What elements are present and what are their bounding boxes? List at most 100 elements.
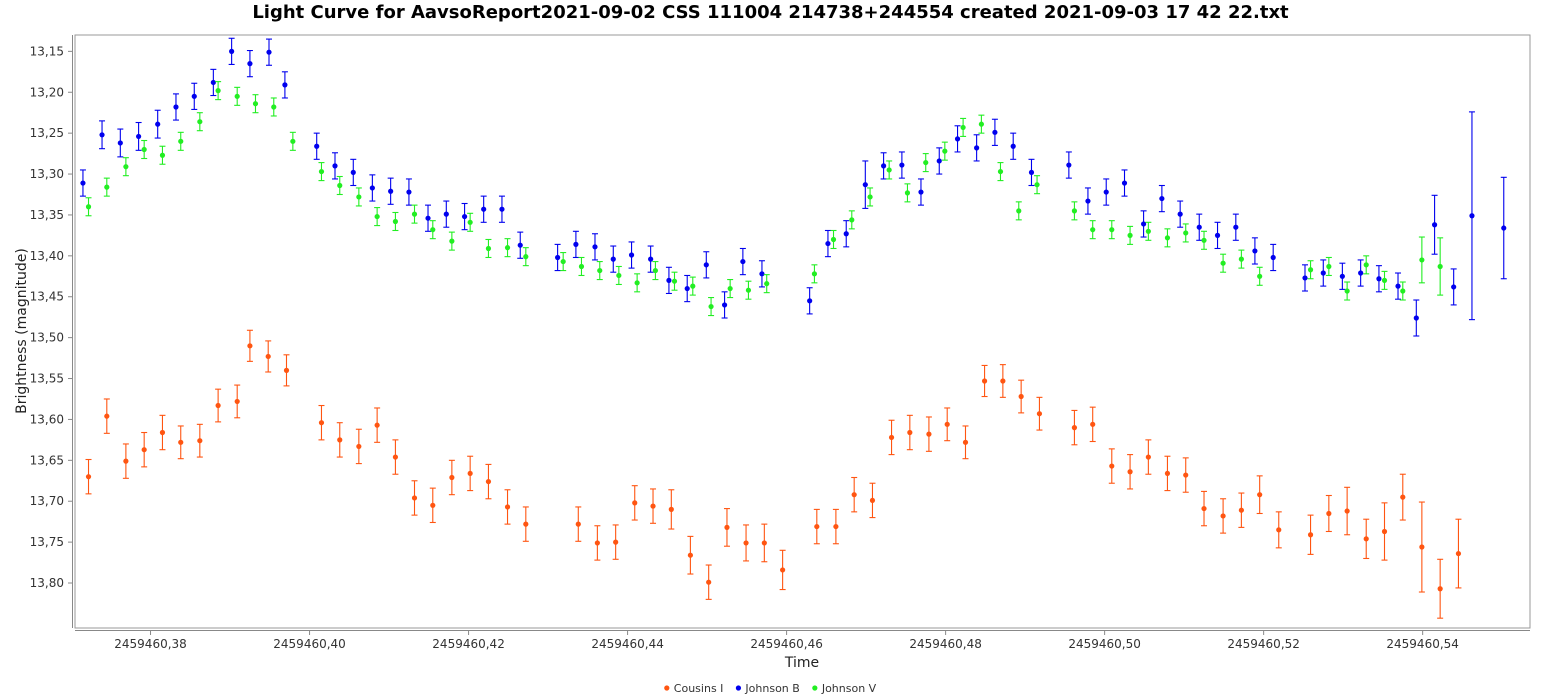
- data-point: [743, 524, 750, 562]
- data-marker: [247, 343, 253, 349]
- data-marker: [616, 272, 622, 279]
- data-marker: [1320, 270, 1326, 276]
- data-point: [745, 280, 752, 300]
- plot-area: [74, 34, 1531, 629]
- y-tick-label: 13,75: [30, 535, 64, 549]
- data-marker: [252, 101, 259, 107]
- data-marker: [814, 523, 820, 530]
- data-marker: [517, 242, 523, 248]
- y-tick-label: 13,20: [30, 85, 64, 99]
- data-point: [283, 354, 290, 387]
- data-point: [1232, 213, 1239, 241]
- data-point: [215, 388, 222, 423]
- data-point: [922, 153, 929, 173]
- data-point: [813, 508, 820, 545]
- y-tick-label: 13,60: [30, 412, 64, 426]
- data-marker: [724, 524, 730, 530]
- data-marker: [1455, 550, 1462, 557]
- data-point: [117, 128, 124, 158]
- data-marker: [761, 540, 767, 546]
- data-point: [374, 407, 381, 443]
- data-marker: [392, 454, 399, 460]
- data-point: [665, 266, 672, 295]
- data-point: [1431, 194, 1438, 255]
- data-point: [898, 151, 905, 179]
- data-marker: [1071, 208, 1078, 214]
- data-point: [1182, 457, 1189, 493]
- data-point: [634, 273, 641, 293]
- data-marker: [650, 503, 656, 509]
- data-point: [1145, 439, 1152, 475]
- data-marker: [1018, 393, 1024, 400]
- data-marker: [703, 262, 709, 268]
- x-tick-label: 2459460,38: [114, 637, 187, 651]
- data-point: [703, 251, 710, 279]
- data-marker: [1140, 221, 1147, 227]
- data-marker: [1238, 256, 1244, 262]
- data-marker: [706, 579, 712, 585]
- data-point: [1320, 259, 1327, 287]
- data-marker: [271, 104, 277, 110]
- data-marker: [1145, 454, 1151, 460]
- data-point: [1399, 281, 1406, 301]
- data-point: [1127, 454, 1134, 490]
- data-point: [369, 174, 376, 202]
- data-marker: [481, 206, 487, 212]
- data-marker: [197, 438, 203, 444]
- data-marker: [1419, 257, 1425, 263]
- data-point: [650, 488, 657, 524]
- data-marker: [745, 287, 752, 293]
- data-marker: [1164, 470, 1171, 477]
- data-marker: [406, 189, 412, 195]
- data-marker: [314, 143, 320, 149]
- data-point: [1325, 256, 1332, 277]
- data-point: [196, 423, 203, 458]
- data-marker: [215, 402, 221, 409]
- data-marker: [356, 443, 362, 450]
- data-marker: [687, 552, 693, 558]
- data-marker: [265, 353, 271, 360]
- data-point: [1357, 259, 1364, 287]
- data-marker: [1233, 224, 1239, 230]
- data-marker: [1358, 270, 1364, 276]
- data-marker: [648, 256, 654, 262]
- data-point: [1418, 236, 1425, 284]
- x-axis-label: Time: [784, 655, 819, 671]
- data-point: [888, 419, 895, 456]
- data-point: [85, 197, 92, 217]
- data-point: [594, 525, 601, 561]
- data-point: [1182, 223, 1189, 243]
- data-point: [191, 82, 198, 110]
- data-marker: [634, 280, 640, 286]
- x-tick-label: 2459460,46: [750, 637, 823, 651]
- data-point: [281, 71, 288, 99]
- data-marker: [449, 474, 455, 481]
- data-marker: [1183, 472, 1189, 478]
- data-point: [234, 86, 241, 106]
- data-point: [906, 414, 913, 451]
- data-marker: [374, 422, 380, 428]
- data-point: [936, 147, 943, 175]
- data-point: [1196, 213, 1203, 241]
- data-marker: [392, 218, 399, 225]
- data-point: [517, 231, 524, 259]
- data-point: [387, 177, 394, 205]
- data-marker: [684, 285, 690, 292]
- data-point: [1275, 511, 1282, 549]
- data-point: [425, 204, 432, 232]
- data-point: [1220, 253, 1227, 273]
- data-point: [862, 160, 869, 209]
- data-point: [336, 175, 343, 196]
- data-point: [779, 549, 786, 591]
- data-marker: [1376, 276, 1382, 282]
- data-point: [991, 118, 998, 146]
- data-marker: [1066, 162, 1072, 168]
- data-point: [313, 132, 320, 160]
- data-point: [904, 183, 911, 203]
- data-marker: [461, 213, 468, 220]
- data-point: [1028, 158, 1035, 187]
- data-marker: [1326, 510, 1332, 517]
- data-point: [234, 384, 241, 419]
- series-layer: [79, 37, 1507, 619]
- data-marker: [811, 271, 818, 277]
